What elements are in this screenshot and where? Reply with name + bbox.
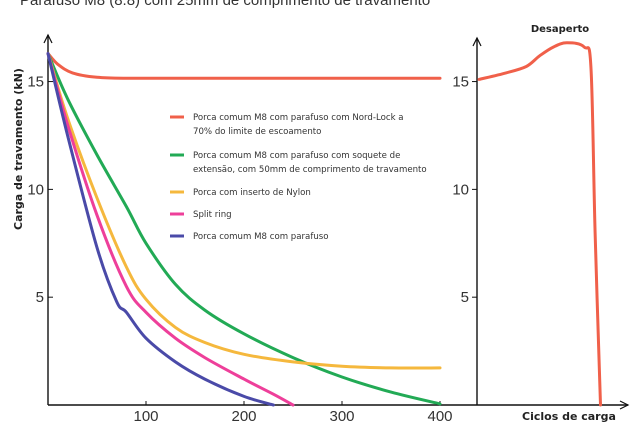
x-ticks: 100 200 300 400: [133, 401, 453, 423]
desaperto-tick-label: 15: [452, 74, 469, 91]
chart-title: Parafuso M8 (8.8) com 25mm de compriment…: [20, 0, 430, 9]
series-line-5: [46, 52, 275, 407]
y-tick-label: 10: [27, 181, 44, 198]
legend-label: 70% do limite de escoamento: [193, 127, 321, 137]
series-line-4: [46, 52, 295, 407]
desaperto-tick-label: 10: [452, 181, 469, 198]
series-line-1: [46, 52, 442, 80]
series-line-2: [46, 52, 442, 406]
x-tick-label: 200: [231, 408, 256, 423]
desaperto-panel: 5 10 15 Desaperto: [452, 24, 602, 407]
legend-label: Porca comum M8 com parafuso com soquete …: [193, 151, 400, 161]
x-axis-arrow: [619, 400, 630, 410]
legend-label: Porca comum M8 com parafuso: [193, 232, 329, 242]
series-line-3: [46, 52, 442, 370]
desaperto-tick-label: 5: [461, 289, 469, 306]
x-axis-label: Ciclos de carga: [522, 410, 616, 423]
desaperto-line: [477, 41, 602, 407]
x-tick-label: 300: [329, 408, 354, 423]
y-tick-label: 5: [36, 289, 44, 306]
legend: Porca comum M8 com parafuso com Nord-Loc…: [170, 113, 427, 242]
legend-label: extensão, com 50mm de comprimento de tra…: [193, 165, 427, 175]
legend-label: Porca comum M8 com parafuso com Nord-Loc…: [193, 113, 404, 123]
desaperto-title: Desaperto: [531, 24, 589, 35]
series-lines: [46, 52, 442, 407]
legend-label: Porca com inserto de Nylon: [193, 188, 311, 198]
y-tick-label: 15: [27, 74, 44, 91]
legend-label: Split ring: [193, 210, 232, 220]
x-tick-label: 100: [133, 408, 158, 423]
y-ticks: 5 10 15: [27, 74, 53, 306]
y-axis-arrow: [43, 33, 53, 44]
y-axis-label: Carga de travamento (kN): [12, 68, 25, 230]
x-tick-label: 400: [427, 408, 452, 423]
desaperto-axis-arrow: [472, 36, 482, 47]
axes: [43, 33, 630, 410]
